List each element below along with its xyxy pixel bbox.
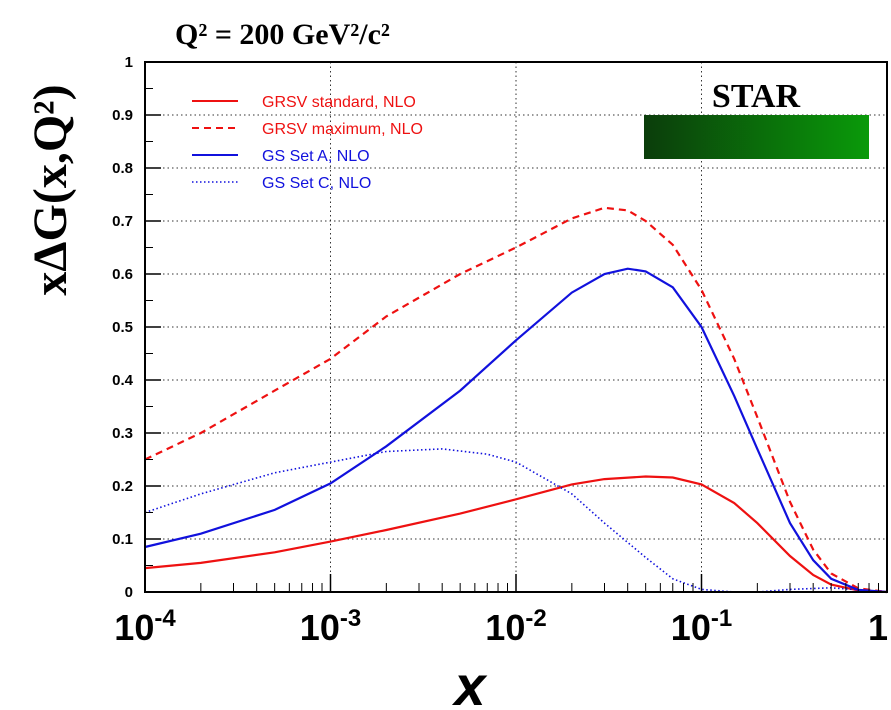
y-tick-label: 0 bbox=[125, 584, 133, 601]
legend-label: GS Set C, NLO bbox=[262, 175, 371, 192]
series-line-2 bbox=[144, 206, 888, 594]
x-tick-label: 10-1 bbox=[671, 605, 732, 648]
y-tick-label: 0.9 bbox=[112, 107, 133, 124]
star-logo-bar bbox=[644, 115, 869, 159]
chart-title: Q² = 200 GeV²/c² bbox=[175, 18, 390, 51]
x-ticks: 10-4 10-3 10-2 10-1 1 bbox=[114, 574, 888, 648]
y-tick-label: 1 bbox=[125, 54, 133, 71]
series-line-1 bbox=[144, 475, 888, 594]
series-layer bbox=[144, 206, 888, 594]
series-line-3 bbox=[144, 267, 888, 594]
y-tick-label: 0.5 bbox=[112, 319, 133, 336]
x-tick-label: 10-3 bbox=[300, 605, 361, 648]
y-tick-label: 0.6 bbox=[112, 266, 133, 283]
y-ticks: 0 0.1 0.2 0.3 0.4 0.5 0.6 0.7 0.8 0.9 1 bbox=[112, 54, 161, 601]
y-axis-label: xΔG(x,Q²) bbox=[24, 84, 77, 295]
y-tick-label: 0.8 bbox=[112, 160, 133, 177]
series-line-4 bbox=[144, 448, 888, 593]
x-tick-label: 1 bbox=[868, 607, 888, 648]
grid bbox=[145, 62, 887, 592]
x-tick-label: 10-4 bbox=[114, 605, 176, 648]
x-tick-label: 10-2 bbox=[485, 605, 546, 648]
star-logo-text: STAR bbox=[712, 78, 801, 115]
legend: GRSV standard, NLO GRSV maximum, NLO GS Se… bbox=[192, 94, 423, 192]
legend-label: GRSV standard, NLO bbox=[262, 94, 416, 111]
y-tick-label: 0.2 bbox=[112, 478, 133, 495]
legend-label: GRSV maximum, NLO bbox=[262, 121, 423, 138]
y-tick-label: 0.7 bbox=[112, 213, 133, 230]
star-logo: STAR bbox=[644, 78, 869, 159]
y-tick-label: 0.3 bbox=[112, 425, 133, 442]
x-axis-label: x bbox=[451, 654, 488, 710]
legend-label: GS Set A, NLO bbox=[262, 148, 370, 165]
y-tick-label: 0.1 bbox=[112, 531, 133, 548]
y-tick-label: 0.4 bbox=[112, 372, 134, 389]
